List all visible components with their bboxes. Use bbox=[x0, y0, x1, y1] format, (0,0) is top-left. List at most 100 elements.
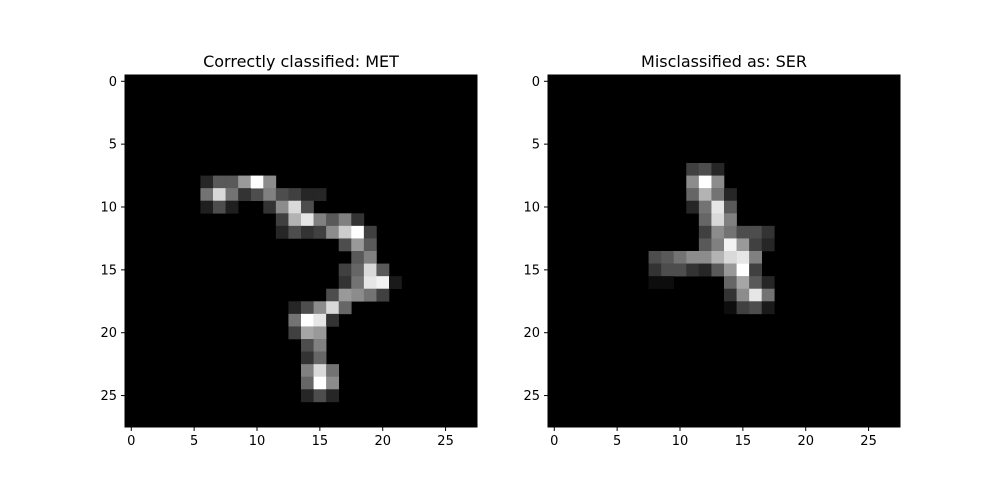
right-y-tick-label: 25 bbox=[523, 389, 540, 404]
left-image-pixel bbox=[326, 213, 340, 227]
right-image-pixel bbox=[761, 238, 775, 252]
left-image-pixel bbox=[288, 213, 302, 227]
left-x-tick-label: 5 bbox=[190, 434, 198, 449]
left-image-pixel bbox=[275, 188, 289, 202]
left-image-pixel bbox=[313, 188, 327, 202]
left-image-pixel bbox=[363, 225, 377, 239]
left-image-pixel bbox=[351, 213, 365, 227]
left-image-pixel bbox=[301, 376, 314, 390]
left-image-pixel bbox=[313, 213, 327, 227]
right-y-tick-label: 20 bbox=[523, 326, 540, 341]
left-image-pixel bbox=[263, 175, 277, 189]
right-image-pixel bbox=[749, 225, 763, 239]
right-image-pixel bbox=[711, 163, 725, 176]
left-image-pixel bbox=[351, 263, 365, 277]
left-image-pixel bbox=[326, 389, 340, 403]
left-image-pixel bbox=[351, 276, 365, 290]
left-image-pixel bbox=[313, 313, 327, 327]
right-image-pixel bbox=[698, 163, 712, 176]
left-chart-title: Correctly classified: MET bbox=[203, 52, 399, 71]
left-image-pixel bbox=[313, 339, 327, 352]
right-image-pixel bbox=[749, 263, 763, 277]
left-image-pixel bbox=[250, 188, 264, 202]
left-image-pixel bbox=[288, 200, 302, 214]
left-image-pixel bbox=[301, 339, 314, 352]
right-image-pixel bbox=[711, 175, 725, 189]
left-image-pixel bbox=[301, 364, 314, 378]
left-image-pixel bbox=[301, 351, 314, 365]
right-image-pixel bbox=[698, 225, 712, 239]
left-image-pixel bbox=[263, 200, 277, 214]
left-image-pixel bbox=[338, 301, 352, 315]
left-image-pixel bbox=[225, 188, 239, 202]
right-image-pixel bbox=[686, 175, 700, 189]
right-image-pixel bbox=[661, 263, 675, 277]
left-image-pixel bbox=[301, 213, 314, 227]
left-image-pixel bbox=[200, 175, 214, 189]
right-image-pixel bbox=[698, 238, 712, 252]
left-image-pixel bbox=[275, 200, 289, 214]
right-image-pixel bbox=[749, 276, 763, 290]
right-image-pixel bbox=[711, 213, 725, 227]
left-image-pixel bbox=[326, 313, 340, 327]
right-image-pixel bbox=[736, 251, 750, 264]
left-y-tick-label: 15 bbox=[100, 263, 117, 278]
left-image-pixel bbox=[200, 200, 214, 214]
left-image-pixel bbox=[326, 376, 340, 390]
left-image-panel: 0 5 10 15 20 25 0 5 10 15 20 25 Correctly classifi… bbox=[100, 52, 478, 449]
right-y-tick-label: 0 bbox=[532, 75, 540, 90]
left-image-pixel bbox=[338, 276, 352, 290]
left-image-pixel bbox=[326, 288, 340, 302]
left-image-pixel bbox=[301, 301, 314, 315]
left-image-pixel bbox=[351, 251, 365, 264]
left-image-pixel bbox=[288, 301, 302, 315]
right-image-panel: 0 5 10 15 20 25 0 5 10 15 20 25 Misclassified as: … bbox=[523, 52, 901, 449]
right-image-pixel bbox=[724, 213, 737, 227]
right-x-axis: 0 5 10 15 20 25 bbox=[550, 427, 877, 449]
right-y-tick-label: 5 bbox=[532, 138, 540, 153]
left-image-pixel bbox=[376, 263, 390, 277]
left-image-pixel bbox=[326, 301, 340, 315]
left-image-pixel bbox=[313, 389, 327, 403]
left-image-pixels bbox=[200, 175, 402, 403]
left-image-pixel bbox=[213, 175, 226, 189]
left-image-pixel bbox=[301, 188, 314, 202]
right-image-pixel bbox=[736, 288, 750, 302]
right-image-pixel bbox=[761, 288, 775, 302]
right-image-pixel bbox=[749, 238, 763, 252]
right-image-pixel bbox=[711, 188, 725, 202]
right-image-pixel bbox=[711, 200, 725, 214]
left-image-pixel bbox=[213, 200, 226, 214]
left-image-pixel bbox=[338, 213, 352, 227]
left-y-tick-label: 0 bbox=[109, 75, 117, 90]
left-image-pixel bbox=[225, 175, 239, 189]
left-image-pixel bbox=[288, 326, 302, 340]
left-image-pixel bbox=[301, 225, 314, 239]
left-image-pixel bbox=[376, 276, 390, 290]
left-y-tick-label: 25 bbox=[100, 389, 117, 404]
left-x-axis: 0 5 10 15 20 25 bbox=[127, 427, 454, 449]
right-x-tick-label: 0 bbox=[550, 434, 558, 449]
left-image-pixel bbox=[363, 263, 377, 277]
right-image-pixel bbox=[698, 175, 712, 189]
left-image-pixel bbox=[288, 188, 302, 202]
left-image-pixel bbox=[326, 225, 340, 239]
right-image-pixel bbox=[686, 251, 700, 264]
right-image-pixel bbox=[761, 225, 775, 239]
left-image-pixel bbox=[351, 288, 365, 302]
left-image-pixel bbox=[313, 351, 327, 365]
right-image-pixel bbox=[736, 276, 750, 290]
left-image-pixel bbox=[238, 188, 252, 202]
left-image-pixel bbox=[338, 238, 352, 252]
left-y-axis: 0 5 10 15 20 25 bbox=[100, 75, 125, 404]
right-image-pixel bbox=[698, 188, 712, 202]
right-image-pixels bbox=[648, 163, 775, 315]
right-image-pixel bbox=[686, 188, 700, 202]
right-image-pixel bbox=[686, 163, 700, 176]
right-image-pixel bbox=[661, 276, 675, 290]
left-image-pixel bbox=[313, 326, 327, 340]
left-image-pixel bbox=[376, 288, 390, 302]
left-image-pixel bbox=[338, 225, 352, 239]
left-x-tick-label: 25 bbox=[437, 434, 454, 449]
right-image-pixel bbox=[749, 251, 763, 264]
